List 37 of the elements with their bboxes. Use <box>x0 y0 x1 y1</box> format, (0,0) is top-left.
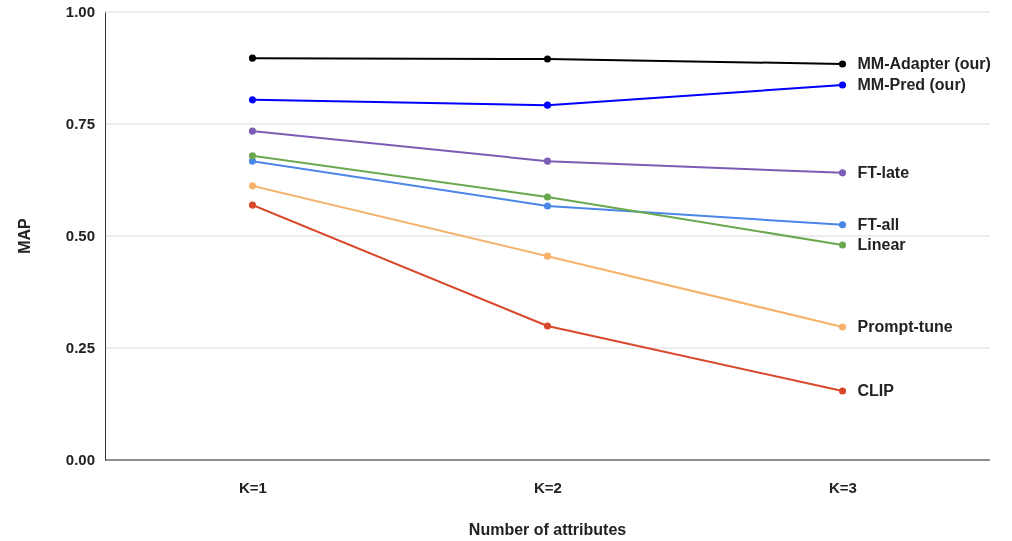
y-tick-label: 0.75 <box>65 115 95 133</box>
point <box>248 54 257 62</box>
y-tick-label: 0.00 <box>65 451 95 469</box>
y-tick-label: 0.50 <box>65 227 95 245</box>
series-label: CLIP <box>857 382 895 400</box>
point <box>543 55 552 63</box>
point <box>838 241 847 249</box>
x-axis-title: Number of attributes <box>468 521 627 538</box>
point <box>838 169 847 177</box>
point <box>248 201 257 209</box>
point <box>543 157 552 165</box>
series-label: MM-Adapter (our) <box>857 54 991 72</box>
series-label: FT-late <box>857 163 910 181</box>
y-axis-title: MAP <box>16 217 33 254</box>
point <box>838 60 847 68</box>
point <box>248 182 257 190</box>
series-label: MM-Pred (our) <box>857 76 966 94</box>
series-label: Prompt-tune <box>857 317 953 335</box>
point <box>543 322 552 330</box>
point <box>838 323 847 331</box>
point <box>838 221 847 229</box>
point <box>543 193 552 201</box>
point <box>248 152 257 160</box>
series-label: Linear <box>857 235 906 253</box>
point <box>248 127 257 135</box>
y-tick-label: 1.00 <box>65 3 95 21</box>
point <box>838 387 847 395</box>
point <box>838 81 847 89</box>
x-tick-label: K=1 <box>239 478 267 496</box>
point <box>543 101 552 109</box>
x-tick-label: K=3 <box>829 478 857 496</box>
point <box>248 96 257 104</box>
y-tick-label: 0.25 <box>65 339 95 357</box>
series-label: FT-all <box>857 215 900 233</box>
point <box>543 202 552 210</box>
x-tick-label: K=2 <box>534 478 562 496</box>
point <box>543 252 552 260</box>
